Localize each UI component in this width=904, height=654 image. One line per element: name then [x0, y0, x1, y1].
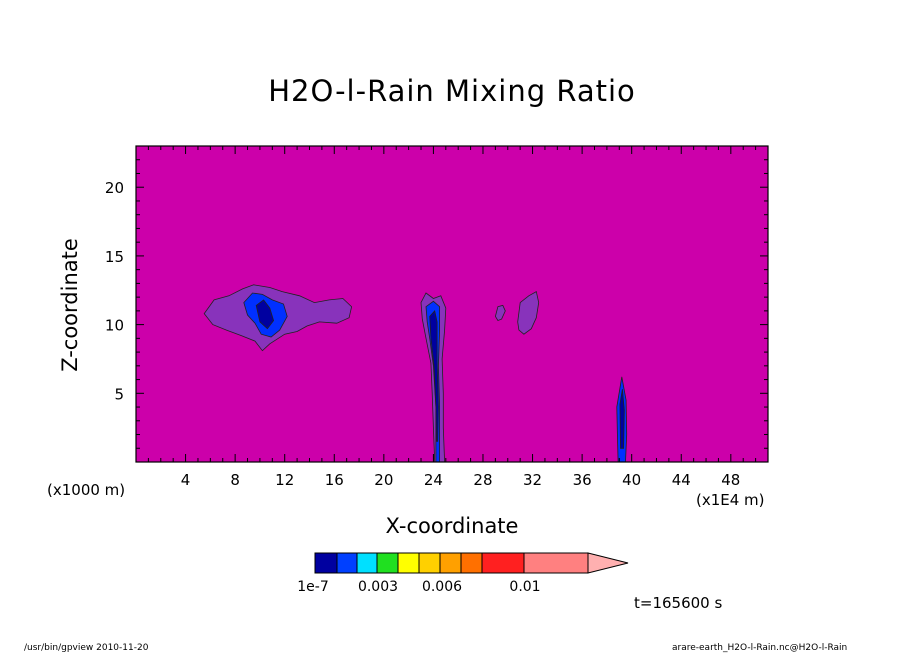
y-axis-unit: (x1000 m) [47, 481, 126, 499]
y-tick-label: 20 [105, 179, 124, 197]
colorbar-swatch [356, 552, 378, 574]
colorbar: 1e-7 0.003 0.006 0.01 [297, 552, 629, 595]
cell-31 [517, 290, 540, 335]
x-tick-label: 8 [230, 471, 240, 489]
footer-right: arare-earth_H2O-l-Rain.nc@H2O-l-Rain [672, 643, 848, 653]
colorbar-swatch [336, 552, 358, 574]
x-axis-unit: (x1E4 m) [696, 491, 765, 509]
x-tick-label: 12 [275, 471, 294, 489]
rain-shaft-24-core [429, 310, 439, 442]
colorbar-swatch [314, 552, 338, 574]
x-tick-label: 20 [374, 471, 393, 489]
colorbar-label: 0.01 [509, 579, 540, 595]
y-tick-label: 5 [114, 385, 124, 403]
colorbar-swatch [397, 552, 420, 574]
y-axis-label: Z-coordinate [58, 238, 82, 372]
colorbar-label: 0.006 [422, 579, 462, 595]
small-cell-29 [494, 304, 506, 321]
chart-title: H2O-l-Rain Mixing Ratio [268, 74, 636, 108]
colorbar-swatch [460, 552, 483, 574]
x-tick-label: 48 [721, 471, 740, 489]
x-tick-label: 4 [181, 471, 191, 489]
x-tick-label: 24 [424, 471, 443, 489]
x-tick-label: 44 [672, 471, 691, 489]
x-axis-label: X-coordinate [385, 514, 519, 538]
colorbar-swatch [481, 552, 525, 574]
x-tick-label: 40 [622, 471, 641, 489]
footer-left: /usr/bin/gpview 2010-11-20 [24, 643, 149, 653]
colorbar-label: 0.003 [358, 579, 398, 595]
plot-frame [135, 145, 769, 463]
colorbar-swatch [439, 552, 462, 574]
y-tick-label: 15 [105, 248, 124, 266]
colorbar-swatch [418, 552, 441, 574]
plot-area [136, 146, 768, 463]
x-tick-label: 32 [523, 471, 542, 489]
cloud-inner-10 [255, 299, 275, 330]
x-tick-label: 28 [473, 471, 492, 489]
y-tick-label: 10 [105, 317, 124, 335]
colorbar-label: 1e-7 [297, 579, 328, 595]
colorbar-extend-arrow [587, 552, 629, 574]
colorbar-swatch [376, 552, 399, 574]
x-tick-label: 16 [325, 471, 344, 489]
colorbar-swatch [523, 552, 589, 574]
rain-shaft-39-core [619, 389, 625, 449]
x-tick-label: 36 [573, 471, 592, 489]
time-annotation: t=165600 s [634, 594, 723, 612]
